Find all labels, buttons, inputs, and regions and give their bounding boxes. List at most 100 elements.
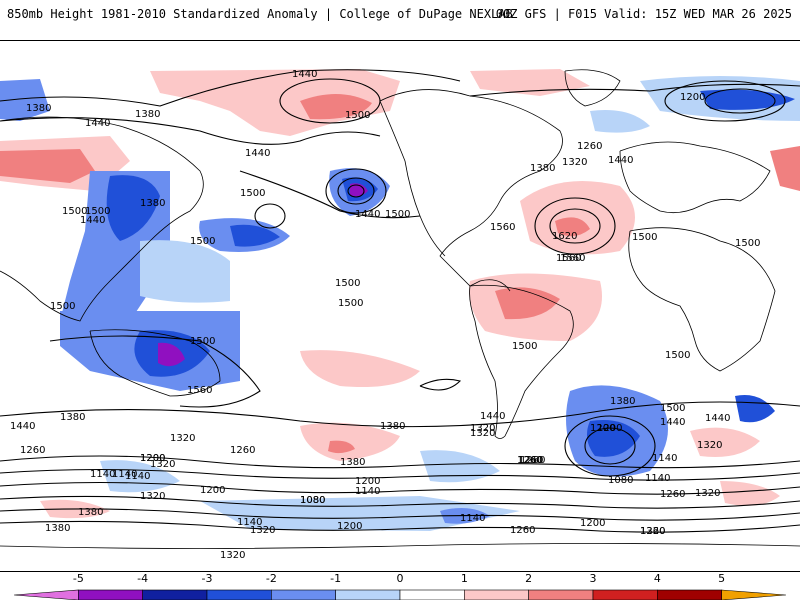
colorbar-segment	[206, 589, 272, 600]
negative-anomaly-area	[700, 89, 795, 110]
contour-label: 1080	[300, 495, 325, 506]
contour-label: 1260	[230, 445, 255, 456]
colorbar-tick-label: 2	[525, 572, 533, 585]
contour-label: 1380	[78, 507, 103, 518]
contour-label: 1560	[556, 253, 581, 264]
colorbar-tick-label: -4	[137, 572, 149, 585]
colorbar-tick-label: 4	[653, 572, 661, 585]
negative-anomaly-area	[230, 224, 280, 247]
contour-label: 1500	[190, 336, 215, 347]
contour-label: 1320	[562, 157, 587, 168]
positive-anomaly-area	[150, 69, 400, 136]
map-canvas: 1440 1500 1380 1440 1500 1440 1500 1500 …	[0, 69, 800, 561]
contour-label: 1200	[140, 453, 165, 464]
contour-line	[469, 83, 800, 97]
contour-label: 1440	[80, 215, 105, 226]
negative-anomaly-area	[200, 496, 520, 531]
colorbar-scale	[13, 589, 787, 600]
contour-label: 1380	[340, 457, 365, 468]
contour-label: 1440	[705, 413, 730, 424]
colorbar-tick-label: -1	[330, 572, 342, 585]
colorbar-tick-label: -2	[265, 572, 277, 585]
contour-low	[337, 177, 375, 205]
contour-label: 1500	[345, 110, 370, 121]
contour-label: 1440	[608, 155, 633, 166]
contour-label: 1200	[200, 485, 225, 496]
coastline-south-america	[469, 284, 574, 439]
contour-label: 1260	[510, 525, 535, 536]
contour-label: 1140	[355, 486, 380, 497]
contour-label: 1560	[490, 222, 515, 233]
coastline-australia	[89, 329, 221, 397]
contour-label: 1260	[520, 455, 545, 466]
coastlines	[0, 69, 800, 549]
positive-anomaly-area	[520, 181, 635, 255]
contour-low	[325, 168, 387, 214]
contour-label: 1500	[335, 278, 360, 289]
contour-label: 1380	[610, 396, 635, 407]
header-bar: 850mb Height 1981-2010 Standardized Anom…	[0, 0, 800, 38]
contour-label: 1380	[45, 523, 70, 534]
positive-anomaly-area	[300, 93, 372, 120]
contour-label: 1380	[530, 163, 555, 174]
map-title: 850mb Height 1981-2010 Standardized Anom…	[7, 7, 513, 21]
contour-label: 1200	[337, 521, 362, 532]
negative-anomaly-area	[735, 395, 775, 423]
anomaly-map: 1440 1500 1380 1440 1500 1440 1500 1500 …	[0, 40, 800, 572]
contour-label: 1440	[85, 118, 110, 129]
contour-line	[0, 495, 800, 509]
positive-anomaly-area	[690, 427, 760, 457]
contour-high	[534, 197, 616, 255]
contour-line	[0, 468, 800, 481]
colorbar-segment	[528, 589, 594, 600]
contour-label: 1380	[60, 412, 85, 423]
positive-anomaly-area	[770, 146, 800, 191]
contour-label: 1500	[632, 232, 657, 243]
contour-label: 1200	[580, 518, 605, 529]
coastline-north-america	[379, 89, 563, 292]
colorbar-segment	[399, 589, 465, 600]
positive-anomaly-area	[495, 287, 560, 320]
contour-label: 1320	[470, 428, 495, 439]
colorbar-segment	[335, 589, 401, 600]
contour-line	[0, 69, 461, 107]
colorbar-tick-label: 0	[396, 572, 404, 585]
contour-label: 1560	[560, 253, 585, 264]
colorbar-segment	[721, 589, 787, 600]
colorbar-tick-label: 3	[589, 572, 597, 585]
coastline-greenland	[564, 69, 621, 107]
positive-anomaly-area	[555, 217, 590, 237]
contour-low	[664, 80, 786, 122]
contour-line	[239, 170, 421, 219]
contour-label: 1140	[125, 471, 150, 482]
contour-label: 1080	[300, 495, 325, 506]
positive-anomaly-area	[328, 440, 355, 454]
contour-label: 1200	[597, 423, 622, 434]
contour-label: 1260	[518, 455, 543, 466]
contour-low	[254, 203, 286, 229]
contour-label: 1320	[170, 433, 195, 444]
contour-label: 1440	[245, 148, 270, 159]
contour-label: 1320	[697, 440, 722, 451]
contour-label: 1500	[660, 403, 685, 414]
contour-label: 1380	[380, 421, 405, 432]
positive-anomaly-area	[720, 481, 780, 506]
contour-label: 1140	[237, 517, 262, 528]
positive-anomaly-area	[470, 69, 590, 96]
contour-label: 1260	[20, 445, 45, 456]
contour-label: 1140	[90, 469, 115, 480]
contour-label: 1200	[680, 92, 705, 103]
contour-label: 1200	[140, 453, 165, 464]
height-contours	[0, 69, 800, 533]
contour-label: 1440	[660, 417, 685, 428]
contour-label: 1200	[355, 476, 380, 487]
negative-anomaly-area	[590, 110, 650, 133]
contour-line	[49, 335, 261, 408]
coastline-asia	[0, 116, 204, 322]
coastline-europe	[619, 141, 771, 214]
contour-low	[564, 415, 656, 477]
contour-label: 1320	[470, 423, 495, 434]
contour-label: 1380	[135, 109, 160, 120]
colorbar-tick-label: -3	[201, 572, 213, 585]
colorbar-segment	[271, 589, 336, 600]
